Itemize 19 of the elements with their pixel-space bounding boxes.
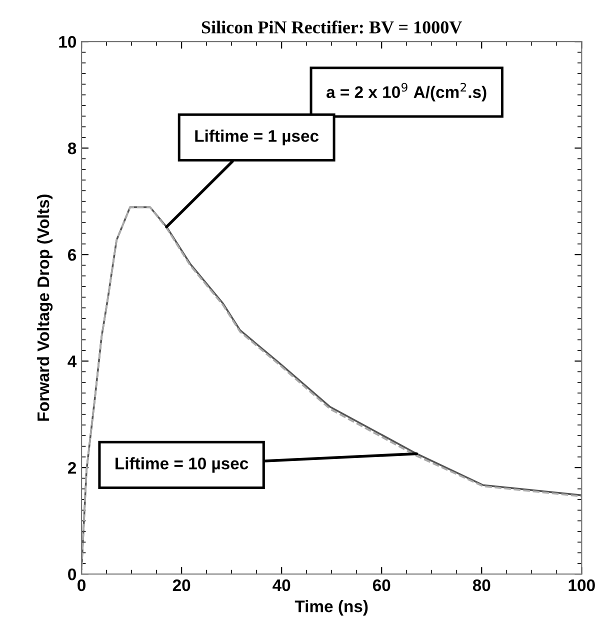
y-tick-label: 8 <box>68 142 76 154</box>
line-series <box>82 206 582 570</box>
annotation: Liftime = 1 µsec <box>195 130 319 146</box>
y-tick-label: 0 <box>68 568 76 580</box>
chart-title: Silicon PiN Rectifier: BV = 1000V <box>202 20 462 34</box>
y-axis-title: Forward Voltage Drop (Volts) <box>36 194 53 421</box>
y-tick-label: 2 <box>68 462 76 474</box>
annotation: Liftime = 10 µsec <box>116 457 248 473</box>
y-tick-label: 6 <box>68 248 76 261</box>
x-axis-title: Time (ns) <box>294 600 368 616</box>
x-tick-label: 40 <box>272 579 290 592</box>
x-tick-label: 0 <box>78 579 86 592</box>
x-tick-label: 80 <box>472 579 490 592</box>
y-tick-label: 4 <box>68 356 77 368</box>
x-tick-label: 60 <box>372 579 390 592</box>
x-tick-label: 100 <box>568 579 595 592</box>
annotation: a = 2 x 10$^{9}$ A/(cm$^{2}$.s) <box>326 82 486 102</box>
y-tick-label: 10 <box>59 36 76 48</box>
x-tick-label: 20 <box>172 579 190 592</box>
